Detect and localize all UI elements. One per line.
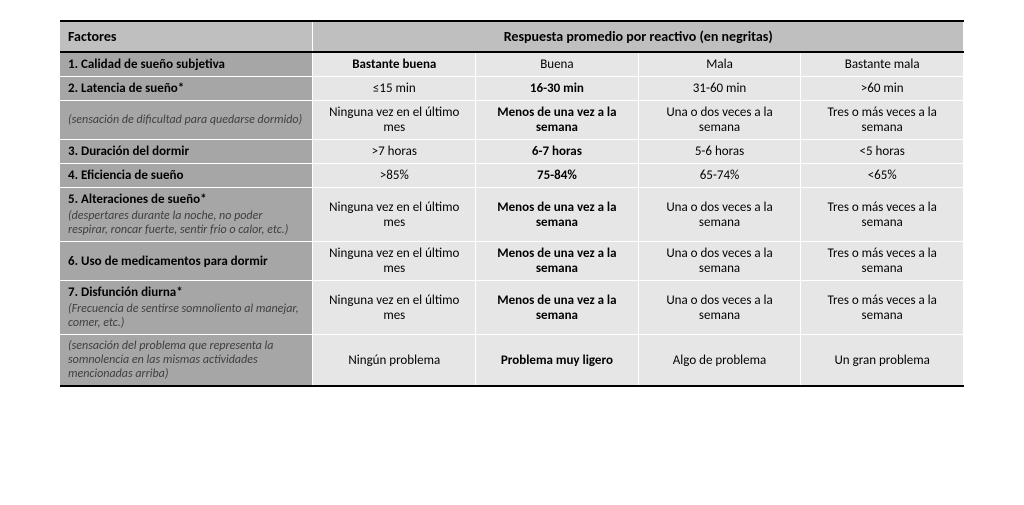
response-cell: Tres o más veces a la semana (801, 242, 964, 281)
factor-note: (sensación de dificultad para quedarse d… (60, 101, 313, 140)
response-cell: Un gran problema (801, 335, 964, 387)
factor-label: 4. Eficiencia de sueño (60, 164, 313, 188)
response-cell: Mala (638, 52, 801, 77)
table-row: 1. Calidad de sueño subjetivaBastante bu… (60, 52, 964, 77)
response-cell: ≤15 min (313, 77, 476, 101)
header-factores: Factores (60, 21, 313, 52)
factor-label: 5. Alteraciones de sueño* (68, 192, 304, 207)
response-cell: <5 horas (801, 140, 964, 164)
response-cell: Menos de una vez a la semana (476, 101, 639, 140)
response-cell: Tres o más veces a la semana (801, 281, 964, 335)
response-cell: Ninguna vez en el último mes (313, 188, 476, 242)
response-cell: Ninguna vez en el último mes (313, 281, 476, 335)
table-row: 5. Alteraciones de sueño* (despertares du… (60, 188, 964, 242)
table-row: 3. Duración del dormir>7 horas6-7 horas5… (60, 140, 964, 164)
response-cell: 75-84% (476, 164, 639, 188)
factor-label: 2. Latencia de sueño* (60, 77, 313, 101)
sleep-factors-table: Factores Respuesta promedio por reactivo… (60, 20, 964, 387)
factor-label: 1. Calidad de sueño subjetiva (60, 52, 313, 77)
response-cell: Una o dos veces a la semana (638, 101, 801, 140)
table-row: (sensación de dificultad para quedarse d… (60, 101, 964, 140)
header-respuesta: Respuesta promedio por reactivo (en negr… (313, 21, 964, 52)
response-cell: Problema muy ligero (476, 335, 639, 387)
response-cell: >60 min (801, 77, 964, 101)
response-cell: Menos de una vez a la semana (476, 281, 639, 335)
response-cell: Menos de una vez a la semana (476, 188, 639, 242)
response-cell: 5-6 horas (638, 140, 801, 164)
response-cell: Ninguna vez en el último mes (313, 242, 476, 281)
factor-note: (sensación del problema que representa l… (60, 335, 313, 387)
table-body: 1. Calidad de sueño subjetivaBastante bu… (60, 52, 964, 386)
response-cell: Bastante buena (313, 52, 476, 77)
factor-label: 6. Uso de medicamentos para dormir (60, 242, 313, 281)
response-cell: Una o dos veces a la semana (638, 242, 801, 281)
response-cell: Bastante mala (801, 52, 964, 77)
response-cell: >7 horas (313, 140, 476, 164)
response-cell: 6-7 horas (476, 140, 639, 164)
response-cell: Ninguna vez en el último mes (313, 101, 476, 140)
table-row: (sensación del problema que representa l… (60, 335, 964, 387)
response-cell: Una o dos veces a la semana (638, 188, 801, 242)
factor-note: (despertares durante la noche, no poder … (68, 209, 304, 237)
factor-label: 3. Duración del dormir (60, 140, 313, 164)
response-cell: Algo de problema (638, 335, 801, 387)
response-cell: Menos de una vez a la semana (476, 242, 639, 281)
table-row: 7. Disfunción diurna* (Frecuencia de sent… (60, 281, 964, 335)
table-row: 6. Uso de medicamentos para dormirNingun… (60, 242, 964, 281)
table-row: 2. Latencia de sueño*≤15 min16-30 min31-… (60, 77, 964, 101)
response-cell: Una o dos veces a la semana (638, 281, 801, 335)
factor-note: (Frecuencia de sentirse somnoliento al m… (68, 302, 304, 330)
response-cell: Buena (476, 52, 639, 77)
table-row: 4. Eficiencia de sueño>85%75-84%65-74%<6… (60, 164, 964, 188)
response-cell: >85% (313, 164, 476, 188)
response-cell: 65-74% (638, 164, 801, 188)
factor-label: 7. Disfunción diurna* (68, 285, 304, 300)
table-header-row: Factores Respuesta promedio por reactivo… (60, 21, 964, 52)
response-cell: 16-30 min (476, 77, 639, 101)
response-cell: Tres o más veces a la semana (801, 188, 964, 242)
response-cell: <65% (801, 164, 964, 188)
response-cell: 31-60 min (638, 77, 801, 101)
response-cell: Tres o más veces a la semana (801, 101, 964, 140)
response-cell: Ningún problema (313, 335, 476, 387)
